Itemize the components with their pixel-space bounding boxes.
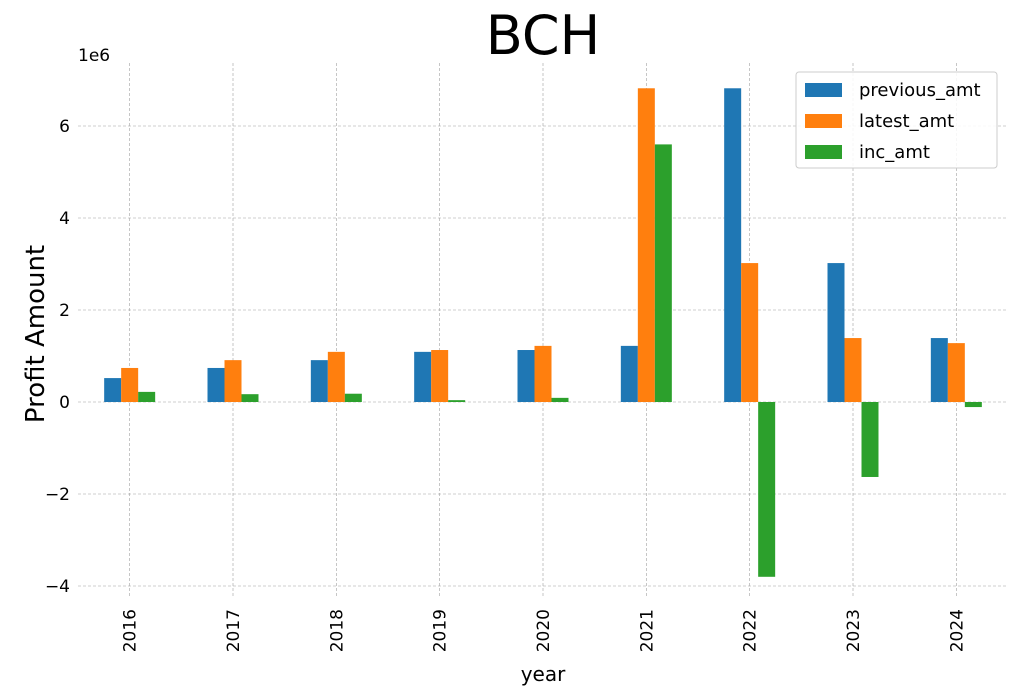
bar-latest_amt-2019 [431,350,449,402]
bar-latest_amt-2024 [947,343,965,402]
y-tick-label: 4 [59,209,70,229]
bar-latest_amt-2022 [741,263,759,402]
chart-title: BCH [486,4,600,67]
y-tick-label: 6 [59,117,70,137]
y-tick-label: −2 [45,485,70,505]
bar-inc_amt-2024 [964,402,982,408]
bar-inc_amt-2022 [758,402,776,577]
x-axis-label: year [521,662,566,686]
bar-latest_amt-2017 [224,360,242,402]
bar-previous_amt-2019 [414,351,432,402]
x-tick-label: 2019 [431,609,451,652]
bar-latest_amt-2023 [844,338,862,402]
legend-label-previous_amt: previous_amt [859,80,981,101]
bar-inc_amt-2019 [448,400,466,402]
x-tick-label: 2018 [327,609,347,652]
x-tick-label: 2020 [534,609,554,652]
ticks: −4 −2 0 2 4 6 2016 2017 2018 2019 2020 2021 2022 2023… [45,117,967,652]
bar-latest_amt-2021 [637,88,655,402]
bar-latest_amt-2016 [121,367,139,402]
bar-inc_amt-2021 [654,144,672,402]
x-tick-label: 2017 [224,609,244,652]
bar-previous_amt-2017 [207,367,225,402]
bar-latest_amt-2018 [327,351,345,402]
bar-previous_amt-2016 [104,378,122,402]
x-tick-label: 2022 [741,609,761,652]
bar-inc_amt-2016 [138,391,156,402]
x-tick-label: 2024 [947,609,967,652]
bar-previous_amt-2023 [827,263,845,402]
bar-inc_amt-2018 [344,393,362,402]
y-offset-text: 1e6 [78,46,110,66]
bar-previous_amt-2020 [517,350,535,402]
bar-previous_amt-2024 [930,338,948,402]
legend-box [795,71,998,169]
y-tick-label: 2 [59,301,70,321]
y-axis-label: Profit Amount [21,245,51,423]
x-tick-label: 2023 [844,609,864,652]
bar-inc_amt-2023 [861,402,879,477]
y-tick-label: 0 [59,393,70,413]
legend-swatch-inc_amt [805,145,842,159]
legend-swatch-latest_amt [805,114,842,128]
y-tick-label: −4 [45,577,70,597]
legend-label-latest_amt: latest_amt [859,111,954,132]
bar-inc_amt-2017 [241,394,259,402]
bar-latest_amt-2020 [534,345,552,402]
bar-previous_amt-2018 [310,360,328,402]
legend-swatch-previous_amt [805,83,842,97]
legend-label-inc_amt: inc_amt [859,142,930,163]
bars [104,88,982,577]
bar-previous_amt-2021 [620,345,638,402]
legend: previous_amt latest_amt inc_amt [795,71,998,169]
bar-previous_amt-2022 [724,88,742,402]
x-tick-label: 2021 [637,609,657,652]
x-tick-label: 2016 [121,609,141,652]
bar-inc_amt-2020 [551,397,569,402]
